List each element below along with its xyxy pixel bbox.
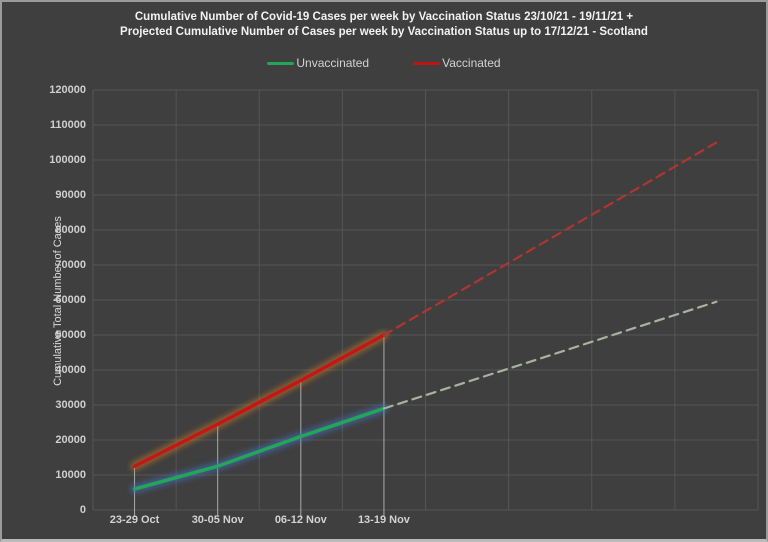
y-tick-label: 30000	[55, 399, 86, 411]
y-tick-label: 20000	[55, 434, 86, 446]
legend: Unvaccinated Vaccinated	[2, 56, 766, 70]
legend-item-unvaccinated: Unvaccinated	[267, 56, 369, 70]
legend-item-vaccinated: Vaccinated	[413, 56, 501, 70]
chart-title-line1: Cumulative Number of Covid-19 Cases per …	[134, 11, 634, 23]
x-tick-label: 13-19 Nov	[357, 514, 410, 526]
series-line-unvaccinated-projected	[382, 300, 718, 410]
y-tick-label: 100000	[49, 154, 86, 166]
x-tick-label: 06-12 Nov	[274, 514, 327, 526]
chart-title-line2: Projected Cumulative Number of Cases per…	[120, 26, 648, 38]
chart-title: Cumulative Number of Covid-19 Cases per …	[2, 10, 766, 40]
x-tick-label: 23-29 Oct	[109, 514, 160, 526]
y-tick-label: 80000	[55, 224, 86, 236]
y-tick-label: 90000	[55, 189, 86, 201]
y-tick-label: 110000	[49, 119, 86, 131]
unvaccinated-line-swatch	[267, 61, 295, 65]
x-tick-label: 30-05 Nov	[191, 514, 244, 526]
y-tick-label: 60000	[55, 294, 86, 306]
legend-label-unvaccinated: Unvaccinated	[296, 56, 370, 70]
y-tick-label: 40000	[55, 364, 86, 376]
series-line-vaccinated-projected	[382, 141, 718, 337]
vaccinated-line-swatch	[413, 61, 441, 65]
gridlines	[92, 89, 759, 511]
data-series-lines	[132, 141, 718, 491]
y-tick-label: 0	[79, 504, 86, 516]
series-line-unvaccinated	[132, 406, 386, 491]
y-tick-label: 70000	[55, 259, 86, 271]
y-tick-label: 120000	[49, 84, 86, 96]
y-tick-label: 50000	[55, 329, 86, 341]
legend-label-vaccinated: Vaccinated	[442, 56, 501, 70]
series-line-vaccinated	[132, 333, 386, 468]
y-tick-label: 10000	[55, 469, 86, 481]
